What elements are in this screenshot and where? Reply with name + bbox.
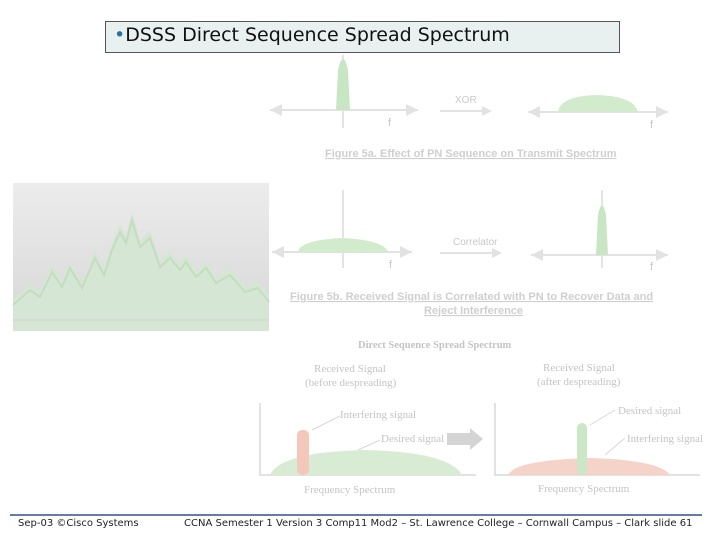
right-heading-line2: (after despreading) [537, 376, 621, 388]
desired-label-left: Desired signal [381, 433, 444, 445]
arrow-left-icon [272, 246, 284, 258]
figure-5a: f XOR f Figure 5a. Effect of PN Sequence… [270, 55, 668, 160]
right-spread-interferer [508, 458, 670, 475]
correlator-label: Correlator [453, 237, 498, 248]
spread-signal [558, 95, 638, 112]
title-prefix: DSSS [125, 24, 177, 46]
recovered-signal [596, 205, 608, 255]
title-bullet: • [114, 24, 126, 46]
xaxis-label-right: Frequency Spectrum [538, 483, 630, 495]
footer-right: CCNA Semester 1 Version 3 Comp11 Mod2 – … [184, 518, 693, 529]
title-rest: Direct Sequence Spread Spectrum [176, 24, 510, 46]
figure-caption-line2: Reject Interference [424, 305, 523, 317]
arrow-right-icon [406, 104, 418, 116]
figure-5b: f Correlator f Figure 5b. Received Signa… [272, 190, 668, 317]
figure-caption: Figure 5a. Effect of PN Sequence on Tran… [325, 148, 617, 160]
arrow-right-icon [492, 248, 502, 258]
interfering-label-right: Interfering signal [627, 433, 703, 445]
arrow-right-icon [482, 106, 492, 116]
arrow-left-icon [531, 249, 543, 261]
xor-label: XOR [455, 95, 477, 106]
pointer-line [311, 415, 341, 431]
interfering-label-left: Interfering signal [340, 409, 416, 421]
left-spread-desired [270, 450, 462, 475]
f-label: f [389, 259, 393, 271]
figure-caption-line1: Figure 5b. Received Signal is Correlated… [290, 291, 653, 303]
f-label: f [388, 117, 392, 129]
transform-arrow-icon [447, 428, 483, 450]
footer-rule [10, 514, 702, 516]
pointer-line [604, 437, 626, 456]
figure-title: Direct Sequence Spread Spectrum [358, 340, 512, 351]
f-label: f [650, 119, 654, 131]
slide-title: •DSSS Direct Sequence Spread Spectrum [105, 21, 620, 53]
pointer-line [357, 439, 381, 451]
left-heading-line1: Received Signal [314, 363, 386, 375]
dsss-figure-bottom: Direct Sequence Spread Spectrum Received… [259, 340, 703, 496]
arrow-right-icon [656, 106, 668, 118]
pointer-line [589, 409, 616, 426]
arrow-left-icon [270, 104, 282, 116]
desired-label-right: Desired signal [618, 405, 681, 417]
right-despread-desired [577, 423, 587, 475]
arrow-left-icon [528, 106, 540, 118]
footer-left: Sep-03 ©Cisco Systems [18, 518, 139, 529]
received-spread-signal [298, 238, 388, 252]
xaxis-label-left: Frequency Spectrum [304, 484, 396, 496]
narrowband-signal [336, 59, 350, 110]
arrow-right-icon [656, 249, 668, 261]
right-heading-line1: Received Signal [543, 362, 615, 374]
spectrum-analyzer-image [12, 183, 270, 331]
left-heading-line2: (before despreading) [305, 377, 397, 389]
left-interferer [297, 430, 309, 475]
f-label: f [650, 261, 654, 273]
arrow-right-icon [400, 246, 412, 258]
